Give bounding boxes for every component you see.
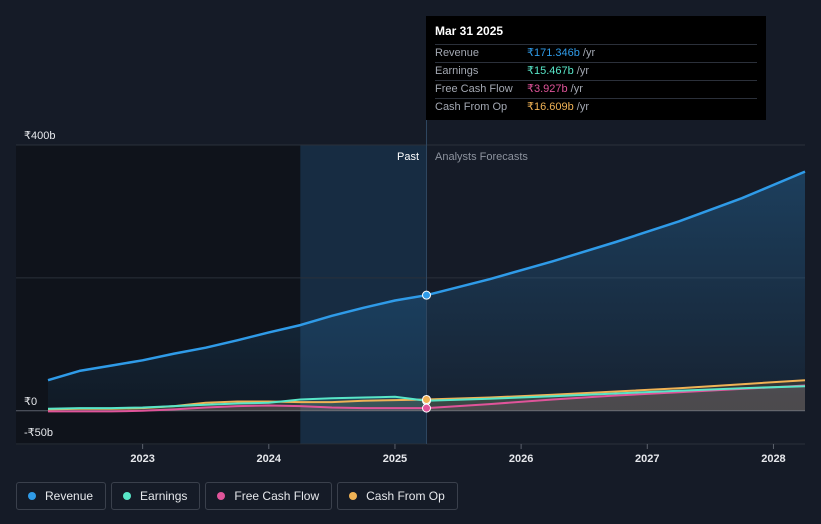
x-tick-label: 2023	[130, 453, 154, 465]
tooltip-value: ₹16.609b	[527, 101, 574, 113]
marker-free-cash-flow	[422, 403, 431, 413]
x-tick-label: 2027	[635, 453, 659, 465]
legend-item-cash-from-op[interactable]: Cash From Op	[337, 482, 458, 510]
legend-dot-icon	[349, 492, 358, 500]
y-tick-label: -₹50b	[24, 427, 53, 439]
marker-cash-from-op	[422, 394, 431, 404]
series-line-earnings	[47, 385, 806, 410]
legend-dot-icon	[123, 492, 132, 500]
chart-legend: Revenue Earnings Free Cash Flow Cash Fro…	[16, 482, 458, 510]
x-axis-labels: 2023 2024 2025 2026 2027 2028	[130, 444, 786, 465]
y-tick-label: ₹0	[24, 396, 37, 408]
series-line-revenue	[47, 170, 806, 382]
series-area-earnings	[48, 386, 805, 411]
tooltip-label: Free Cash Flow	[435, 83, 513, 95]
legend-item-free-cash-flow[interactable]: Free Cash Flow	[205, 482, 333, 510]
tooltip-row-free-cash-flow: Free Cash Flow ₹3.927b /yr	[435, 80, 757, 98]
tooltip-row-revenue: Revenue ₹171.346b /yr	[435, 44, 757, 62]
tooltip-value: ₹171.346b	[527, 47, 580, 59]
tooltip-label: Earnings	[435, 65, 479, 77]
x-tick-label: 2024	[257, 453, 282, 465]
tooltip-unit: /yr	[576, 101, 589, 113]
tooltip-unit: /yr	[576, 65, 589, 77]
tooltip-label: Cash From Op	[435, 101, 508, 113]
x-tick-label: 2025	[383, 453, 407, 465]
tooltip-value: ₹3.927b	[527, 83, 568, 95]
tooltip-value: ₹15.467b	[527, 65, 574, 77]
marker-revenue	[422, 290, 431, 300]
tooltip-row-earnings: Earnings ₹15.467b /yr	[435, 62, 757, 80]
series-lines	[47, 170, 806, 413]
x-tick-label: 2026	[509, 453, 533, 465]
legend-label: Free Cash Flow	[234, 489, 320, 503]
tooltip-unit: /yr	[570, 83, 583, 95]
legend-label: Revenue	[45, 489, 94, 503]
highlight-markers	[422, 290, 431, 413]
tooltip-row-cash-from-op: Cash From Op ₹16.609b /yr	[435, 98, 757, 116]
y-tick-label: ₹400b	[24, 130, 55, 142]
forecast-region-label: Analysts Forecasts	[435, 151, 528, 163]
past-region-label: Past	[397, 151, 419, 163]
series-area-free-cash-flow	[48, 385, 805, 412]
legend-item-earnings[interactable]: Earnings	[111, 482, 201, 510]
legend-item-revenue[interactable]: Revenue	[16, 482, 107, 510]
series-area-revenue	[48, 171, 805, 411]
tooltip-date: Mar 31 2025	[435, 24, 504, 38]
legend-label: Cash From Op	[366, 489, 445, 503]
x-tick-label: 2028	[761, 453, 785, 465]
tooltip-label: Revenue	[435, 47, 480, 59]
hover-tooltip: Mar 31 2025 Revenue ₹171.346b /yr Earnin…	[426, 16, 766, 120]
legend-dot-icon	[28, 492, 36, 500]
y-axis-labels: ₹400b ₹0 -₹50b	[24, 130, 55, 439]
series-line-free-cash-flow	[48, 384, 806, 413]
tooltip-unit: /yr	[582, 47, 596, 59]
legend-label: Earnings	[140, 489, 188, 503]
legend-dot-icon	[217, 492, 226, 500]
